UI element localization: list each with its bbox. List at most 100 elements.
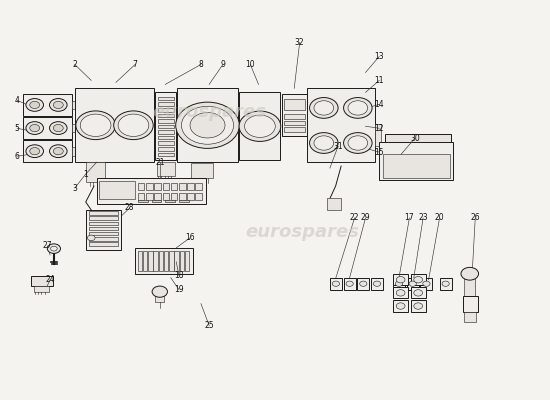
Bar [410,274,426,285]
Circle shape [396,276,405,283]
Text: 14: 14 [375,100,384,109]
Text: 22: 22 [350,214,359,222]
Circle shape [409,281,416,286]
Bar [174,251,179,270]
Bar [439,278,452,290]
Circle shape [30,124,40,132]
Bar [146,183,153,190]
Text: 3: 3 [72,184,77,192]
Bar [307,88,376,162]
Circle shape [423,281,430,286]
Bar [284,128,305,132]
Bar [170,193,177,200]
Bar [100,181,135,199]
Circle shape [310,133,338,153]
Text: 30: 30 [410,134,420,143]
Bar [170,183,177,190]
Bar [138,251,142,270]
Bar [158,114,173,117]
Bar [376,124,381,146]
Bar [284,99,305,110]
Circle shape [50,122,67,134]
Text: 12: 12 [375,124,384,133]
Bar [239,92,280,160]
Bar [371,278,383,290]
Bar [284,121,305,126]
Text: 5: 5 [15,124,20,133]
Bar [89,222,118,225]
Bar [179,200,189,202]
Text: 19: 19 [174,285,184,294]
Circle shape [314,136,334,150]
Bar [89,227,118,230]
Bar [158,102,173,106]
Bar [164,251,168,270]
Circle shape [414,303,422,309]
Bar [23,140,72,162]
Bar [282,94,307,136]
Bar [410,287,426,298]
Circle shape [53,101,63,108]
Bar [156,292,164,302]
Circle shape [175,102,239,148]
Circle shape [245,115,275,138]
Text: 24: 24 [45,275,55,284]
Circle shape [442,281,449,286]
Bar [89,211,118,215]
Bar [89,232,118,236]
Bar [23,117,72,139]
Bar [393,278,405,290]
Text: 11: 11 [375,76,384,85]
Text: 10: 10 [245,60,255,69]
Bar [156,92,176,160]
Bar [143,251,147,270]
Bar [158,130,173,134]
Bar [34,286,49,292]
Bar [158,136,173,140]
Circle shape [30,101,40,108]
Bar [138,200,148,202]
Circle shape [182,106,234,144]
Circle shape [414,290,422,296]
Bar [97,178,206,204]
Circle shape [26,145,43,158]
Bar [344,278,356,290]
Text: 8: 8 [199,60,204,69]
Circle shape [80,114,111,136]
Text: 26: 26 [470,214,480,222]
Circle shape [360,281,367,286]
Bar [86,210,122,250]
Bar [158,147,173,150]
Bar [410,300,426,312]
Bar [158,125,173,128]
Circle shape [395,281,403,286]
Text: 18: 18 [174,271,184,280]
Text: 29: 29 [361,214,370,222]
Text: 20: 20 [434,214,444,222]
Bar [420,278,432,290]
Bar [158,142,173,145]
Bar [148,251,153,270]
Circle shape [76,111,116,140]
Bar [464,312,476,322]
Bar [330,278,342,290]
Circle shape [30,148,40,155]
Bar [157,162,175,176]
Bar [166,200,175,202]
Text: 16: 16 [185,233,195,242]
Text: 31: 31 [333,142,343,151]
Text: 2: 2 [73,60,77,69]
Circle shape [26,98,43,111]
Circle shape [53,124,63,132]
Circle shape [152,286,167,297]
Circle shape [348,136,368,150]
Bar [179,183,185,190]
Text: 4: 4 [15,96,20,105]
Circle shape [47,244,60,254]
Bar [159,251,163,270]
Text: 28: 28 [125,204,134,212]
Bar [177,88,238,162]
Bar [89,242,118,246]
Bar [195,183,202,190]
Bar [169,251,173,270]
